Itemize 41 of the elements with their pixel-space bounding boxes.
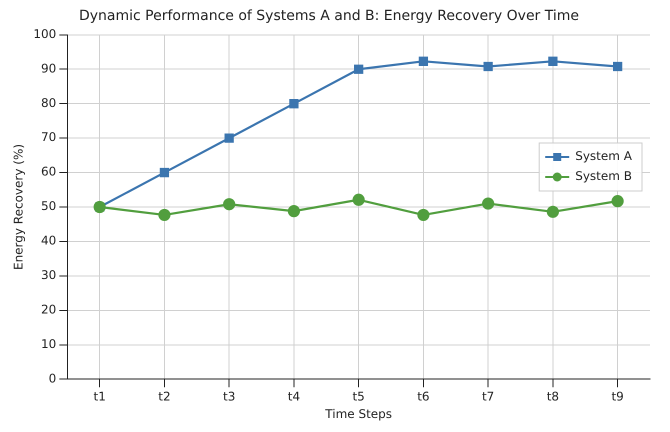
legend-label: System B [575,169,632,184]
point [482,197,494,210]
x-tick-label: t4 [288,390,300,404]
point [548,56,558,66]
point [612,62,622,72]
chart-title: Dynamic Performance of Systems A and B: Energy Recovery Over Time [78,8,580,24]
y-tick-label: 100 [33,26,56,41]
point [546,206,559,218]
y-tick-label: 0 [48,371,56,386]
x-tick-label: t6 [417,390,430,404]
y-tick-label: 20 [41,302,56,316]
point [224,133,234,143]
y-tick-label: 10 [41,336,56,351]
y-tick-label: 40 [41,234,56,248]
y-axis-title: Energy Recovery (%) [11,144,26,270]
x-tick-label: t1 [94,390,106,404]
x-tick-label: t2 [158,390,171,404]
x-tick-label: t9 [611,390,624,404]
point [354,64,364,74]
x-tick-label: t8 [546,390,560,404]
point [612,195,624,208]
point [352,194,365,206]
point [418,56,428,66]
x-tick-label: t7 [482,390,494,404]
x-axis-title: Time Steps [324,406,392,421]
point [289,99,299,108]
point [288,205,300,218]
y-tick-label: 60 [41,164,56,179]
point [484,62,493,72]
y-tick-label: 30 [41,268,56,282]
y-tick-label: 70 [41,130,56,144]
y-tick-label: 90 [41,61,56,76]
y-tick-label: 80 [41,96,56,110]
x-tick-label: t5 [352,390,365,404]
point [417,208,430,222]
point [223,198,236,210]
legend-label: System A [575,149,633,164]
x-tick-label: t3 [222,390,236,404]
point [160,168,170,178]
point [158,208,171,222]
y-tick-label: 50 [41,199,56,214]
